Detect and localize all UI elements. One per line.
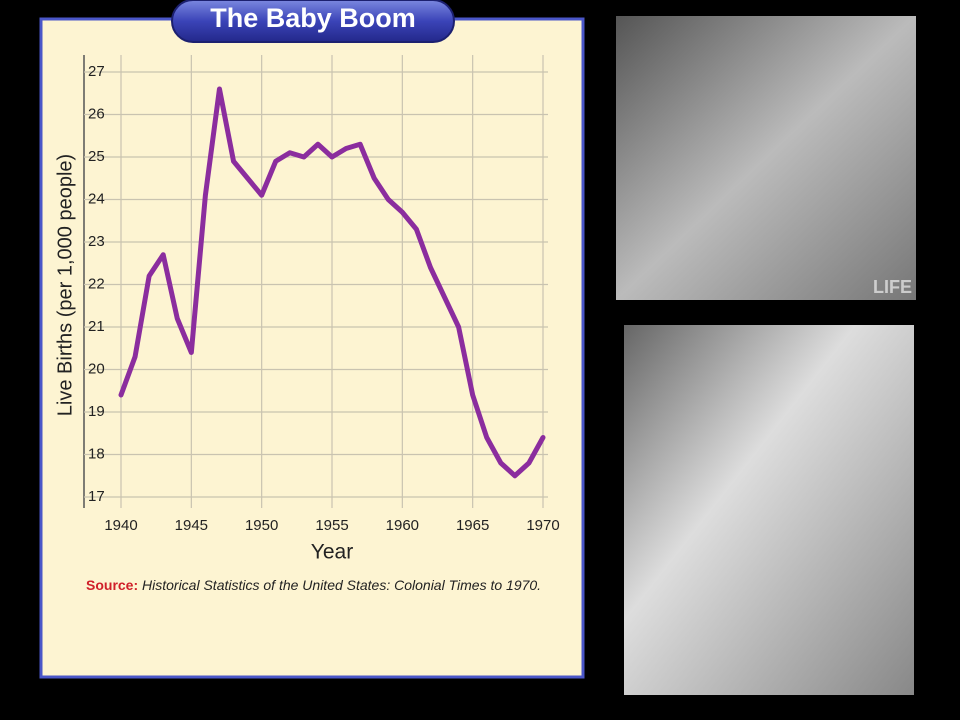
photo-watermark: LIFE [873,277,912,297]
y-tick-label: 19 [88,403,105,420]
y-tick-label: 24 [88,190,105,207]
x-tick-label: 1940 [104,517,137,534]
source-label: Source: [86,577,138,593]
photo-nurses [624,325,914,695]
x-tick-label: 1965 [456,517,489,534]
y-tick-label: 18 [88,445,105,462]
data-line [118,86,546,479]
chart-panel [39,17,585,679]
source: Source: Historical Statistics of the Uni… [86,577,541,593]
x-tick-label: 1955 [315,517,348,534]
y-tick-label: 27 [88,63,105,80]
photo-nursery [616,16,916,300]
source-text: Historical Statistics of the United Stat… [142,577,541,593]
x-tick-label: 1960 [386,517,419,534]
y-tick-label: 20 [88,360,105,377]
x-axis-label: Year [311,541,353,564]
title-tab [171,0,455,43]
x-tick-label: 1970 [526,517,559,534]
chart-title: The Baby Boom [210,3,416,33]
y-tick-label: 21 [88,318,105,335]
y-tick-label: 23 [88,233,105,250]
y-tick-label: 25 [88,148,105,165]
y-tick-label: 22 [88,275,105,292]
x-tick-label: 1950 [245,517,278,534]
x-tick-label: 1945 [175,517,208,534]
y-axis-label: Live Births (per 1,000 people) [54,154,76,416]
y-tick-label: 26 [88,105,105,122]
y-tick-label: 17 [88,488,105,505]
